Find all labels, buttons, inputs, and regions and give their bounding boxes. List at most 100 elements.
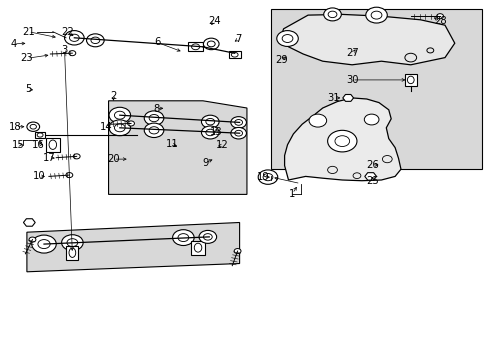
Circle shape <box>109 120 130 136</box>
Text: 20: 20 <box>107 154 120 164</box>
Polygon shape <box>23 219 35 226</box>
Circle shape <box>234 130 242 136</box>
Bar <box>228 51 240 58</box>
Text: 23: 23 <box>20 53 33 63</box>
Circle shape <box>172 230 194 246</box>
Circle shape <box>127 121 134 126</box>
Text: 16: 16 <box>32 140 44 150</box>
Text: 21: 21 <box>22 27 35 37</box>
Text: 4: 4 <box>11 39 17 49</box>
Circle shape <box>201 126 219 139</box>
Circle shape <box>364 114 378 125</box>
Circle shape <box>203 234 212 240</box>
Text: 13: 13 <box>209 127 222 138</box>
Circle shape <box>188 144 192 147</box>
Circle shape <box>276 31 298 46</box>
Circle shape <box>64 31 84 45</box>
Text: 14: 14 <box>100 122 112 132</box>
Polygon shape <box>284 98 400 181</box>
Circle shape <box>32 235 56 253</box>
Circle shape <box>144 111 163 125</box>
Text: 8: 8 <box>153 104 159 114</box>
Text: 11: 11 <box>165 139 178 149</box>
Circle shape <box>203 38 219 50</box>
Circle shape <box>308 114 326 127</box>
Circle shape <box>114 111 125 119</box>
Polygon shape <box>342 94 353 102</box>
Circle shape <box>327 130 356 152</box>
Circle shape <box>61 235 83 251</box>
Polygon shape <box>364 173 376 180</box>
Circle shape <box>327 11 336 18</box>
Text: 29: 29 <box>274 55 287 66</box>
Circle shape <box>205 129 214 136</box>
Circle shape <box>199 230 216 243</box>
Text: 12: 12 <box>216 140 228 150</box>
FancyBboxPatch shape <box>271 9 481 169</box>
Text: 26: 26 <box>366 160 378 170</box>
Bar <box>35 132 45 138</box>
Bar <box>130 132 141 138</box>
Circle shape <box>186 143 194 148</box>
Circle shape <box>323 8 341 21</box>
Bar <box>66 246 78 260</box>
Circle shape <box>149 114 159 122</box>
Text: 6: 6 <box>154 37 161 48</box>
Circle shape <box>30 125 36 129</box>
Circle shape <box>205 118 214 125</box>
Bar <box>46 138 60 152</box>
Text: 17: 17 <box>42 153 55 163</box>
Circle shape <box>144 123 163 138</box>
Circle shape <box>230 127 246 139</box>
Polygon shape <box>108 101 246 194</box>
Text: 31: 31 <box>326 93 339 103</box>
Text: 19: 19 <box>256 172 269 182</box>
Text: 2: 2 <box>110 91 117 102</box>
Text: 27: 27 <box>346 48 359 58</box>
Circle shape <box>29 237 36 242</box>
Text: 24: 24 <box>207 16 220 26</box>
Text: 7: 7 <box>235 34 242 44</box>
Circle shape <box>27 122 40 131</box>
Text: 15: 15 <box>12 140 25 150</box>
Circle shape <box>178 234 188 242</box>
Circle shape <box>201 115 219 128</box>
Circle shape <box>69 51 76 56</box>
Circle shape <box>436 14 443 19</box>
Circle shape <box>175 140 184 148</box>
Polygon shape <box>130 156 142 163</box>
Text: 3: 3 <box>61 45 67 55</box>
Circle shape <box>149 127 159 134</box>
Text: 9: 9 <box>202 158 208 168</box>
Text: 18: 18 <box>9 122 22 132</box>
Circle shape <box>91 37 100 44</box>
Text: 22: 22 <box>61 27 74 37</box>
Circle shape <box>69 34 79 41</box>
Circle shape <box>365 7 386 23</box>
Circle shape <box>234 248 241 253</box>
Circle shape <box>38 240 50 248</box>
Text: 25: 25 <box>366 176 378 186</box>
Text: 28: 28 <box>433 16 446 26</box>
Circle shape <box>263 174 272 181</box>
Text: 10: 10 <box>33 171 45 181</box>
Circle shape <box>109 107 130 123</box>
Polygon shape <box>27 222 239 272</box>
Circle shape <box>177 142 182 146</box>
Bar <box>191 241 204 255</box>
Text: 5: 5 <box>25 84 32 94</box>
Circle shape <box>282 35 292 42</box>
Text: 1: 1 <box>288 189 295 199</box>
Text: 30: 30 <box>345 75 358 85</box>
Bar <box>188 42 203 51</box>
Bar <box>404 74 416 86</box>
Bar <box>141 136 150 141</box>
Circle shape <box>86 34 104 47</box>
Polygon shape <box>281 14 454 65</box>
Circle shape <box>370 11 381 19</box>
Circle shape <box>258 170 277 184</box>
Circle shape <box>66 172 73 177</box>
Circle shape <box>230 117 246 128</box>
Circle shape <box>67 239 78 247</box>
Circle shape <box>73 154 80 159</box>
